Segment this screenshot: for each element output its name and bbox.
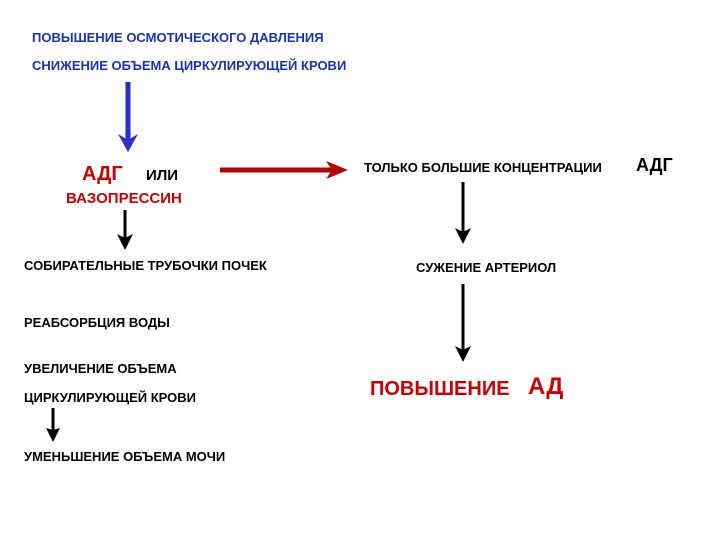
node-inc-volume-2: ЦИРКУЛИРУЮЩЕЙ КРОВИ — [24, 390, 196, 405]
arrow-arteriole-to-bp — [448, 282, 478, 364]
arrow-vaso-to-tubules — [110, 208, 140, 252]
node-adg: АДГ — [82, 163, 123, 186]
node-ad: АД — [528, 373, 563, 401]
arrow-vol-to-urine — [40, 406, 66, 444]
arrow-conc-to-arteriole — [448, 180, 478, 246]
node-adg2: АДГ — [636, 155, 673, 176]
node-increase-bp-label: ПОВЫШЕНИЕ — [370, 378, 510, 401]
node-collecting-tubules: СОБИРАТЕЛЬНЫЕ ТРУБОЧКИ ПОЧЕК — [24, 258, 267, 273]
node-dec-urine: УМЕНЬШЕНИЕ ОБЪЕМА МОЧИ — [24, 449, 225, 464]
arrow-stimulus-to-adg — [108, 78, 148, 156]
node-ili: ИЛИ — [146, 167, 178, 184]
node-title2: СНИЖЕНИЕ ОБЪЕМА ЦИРКУЛИРУЮЩЕЙ КРОВИ — [32, 58, 346, 73]
node-vasopressin: ВАЗОПРЕССИН — [66, 190, 182, 207]
node-title1: ПОВЫШЕНИЕ ОСМОТИЧЕСКОГО ДАВЛЕНИЯ — [32, 30, 324, 45]
node-inc-volume-1: УВЕЛИЧЕНИЕ ОБЪЕМА — [24, 361, 177, 376]
node-arteriole-narrowing: СУЖЕНИЕ АРТЕРИОЛ — [416, 260, 556, 275]
node-water-reabsorption: РЕАБСОРБЦИЯ ВОДЫ — [24, 315, 170, 330]
arrow-adg-to-high-conc — [214, 156, 354, 184]
node-only-big-conc: ТОЛЬКО БОЛЬШИЕ КОНЦЕНТРАЦИИ — [364, 160, 602, 175]
